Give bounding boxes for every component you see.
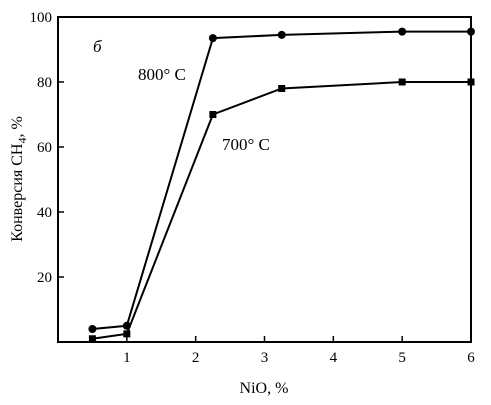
series-label-700: 700° C (222, 135, 270, 154)
x-tick-label-5: 5 (398, 350, 406, 366)
y-tick-label-100: 100 (30, 10, 53, 26)
y-tick-label-20: 20 (37, 270, 52, 286)
y-tick-label-80: 80 (37, 75, 52, 91)
series-1-point-0 (88, 335, 96, 343)
series-label-800: 800° C (138, 65, 186, 84)
y-tick-label-60: 60 (37, 140, 52, 156)
series-0-point-3 (277, 30, 286, 39)
series-0-point-0 (88, 325, 97, 333)
x-tick-label-2: 2 (192, 350, 200, 366)
series-0-point-5 (467, 27, 475, 36)
x-tick-label-3: 3 (261, 350, 269, 366)
x-axis-ticks: 1 2 3 4 5 6 (123, 336, 475, 366)
plot-frame (57, 16, 472, 343)
y-axis-title-main: Конверсия CH (9, 143, 26, 242)
series-line-1 (92, 81, 471, 340)
y-axis-ticks: 20 40 60 80 100 (30, 10, 64, 286)
series-0-point-2 (208, 34, 217, 43)
series-1-point-1 (123, 330, 131, 338)
x-tick-label-6: 6 (467, 350, 475, 366)
y-tick-label-40: 40 (37, 205, 52, 221)
series-layer (88, 27, 475, 343)
series-line-0 (92, 30, 471, 330)
series-1-point-5 (467, 78, 475, 86)
series-1-point-2 (209, 111, 217, 118)
x-tick-label-1: 1 (123, 350, 131, 366)
series-1-point-4 (398, 78, 406, 86)
x-tick-label-4: 4 (330, 350, 338, 366)
series-1-point-3 (278, 85, 286, 92)
y-axis-title-subscript: 4 (15, 138, 29, 144)
panel-label: б (93, 37, 102, 56)
series-0-point-4 (398, 27, 407, 36)
y-axis-title: Конверсия CH4, % (9, 116, 29, 242)
y-axis-title-suffix: , % (9, 116, 26, 137)
x-axis-title: NiO, % (240, 380, 289, 397)
